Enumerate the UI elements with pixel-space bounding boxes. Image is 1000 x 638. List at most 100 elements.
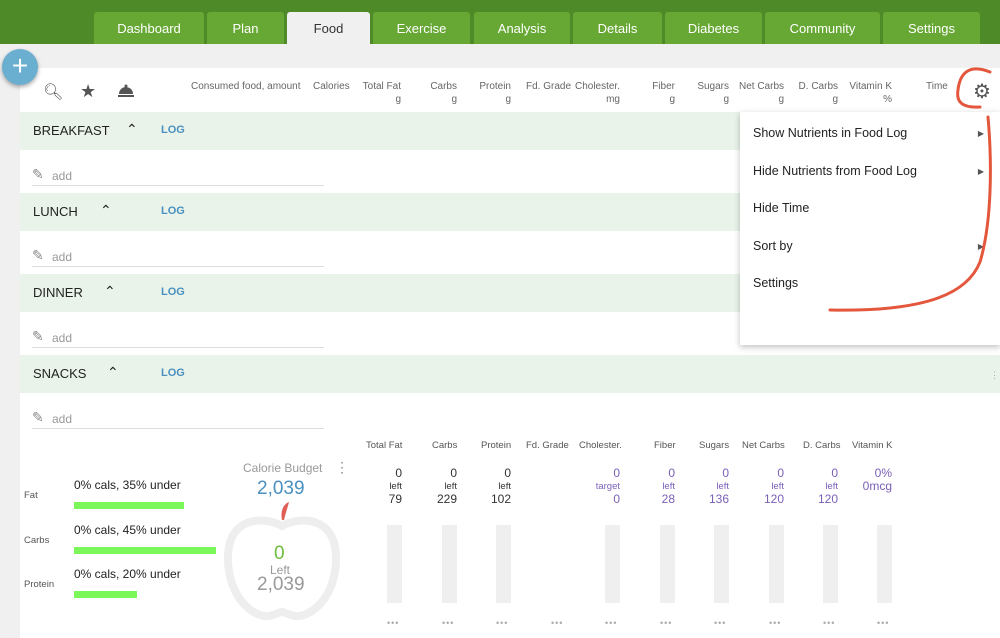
menu-item[interactable]: Hide Nutrients from Food Log (753, 163, 917, 178)
column-label: Sugars (697, 81, 729, 92)
column-header-fiber[interactable]: Fiber g (644, 80, 675, 106)
column-label: Net Carbs (738, 81, 784, 92)
column-label: Vitamin K (849, 81, 892, 92)
nutrient-progress-bar (769, 525, 784, 603)
column-header-time[interactable]: Time (926, 81, 948, 92)
search-icon[interactable]: 🔍︎ (43, 84, 64, 101)
more-options-icon[interactable]: ••• (877, 618, 890, 628)
summary-value: 0 left 120 (763, 466, 784, 506)
add-placeholder: add (52, 331, 73, 345)
log-link[interactable]: LOG (161, 367, 185, 379)
column-header-netcarbs[interactable]: Net Carbs g (732, 80, 784, 106)
tab-plan[interactable]: Plan (207, 12, 284, 44)
column-label: Total Fat (362, 81, 401, 92)
column-header-dcarbs[interactable]: D. Carbs g (793, 80, 838, 106)
budget-more-icon[interactable]: ⋮ (335, 459, 349, 475)
submenu-arrow-icon: ▶ (977, 241, 984, 251)
menu-item[interactable]: Settings (753, 276, 799, 290)
menu-item[interactable]: Sort by (753, 238, 793, 253)
add-food-input[interactable]: ✎ add (32, 407, 324, 429)
column-header-grade[interactable]: Fd. Grade (526, 81, 572, 92)
summary-value: 0 left 120 (817, 466, 838, 506)
log-link[interactable]: LOG (161, 205, 185, 217)
column-header-carbs[interactable]: Carbs g (422, 80, 457, 106)
summary-header: Protein (481, 440, 512, 451)
macro-bar (74, 502, 185, 509)
summary-value: 0 left 136 (708, 466, 729, 506)
more-options-icon[interactable]: ••• (823, 618, 836, 628)
star-icon[interactable]: ★ (80, 81, 97, 101)
nutrient-progress-bar (877, 525, 892, 603)
tab-diabetes[interactable]: Diabetes (665, 12, 762, 44)
more-options-icon[interactable]: ••• (769, 618, 782, 628)
add-food-input[interactable]: ✎ add (32, 245, 324, 267)
menu-item[interactable]: Hide Time (753, 201, 810, 215)
summary-value: 0 left 28 (661, 466, 675, 506)
meal-name: SNACKS (33, 366, 87, 381)
column-label: D. Carbs (798, 81, 838, 92)
summary-value: 0 left 79 (388, 466, 402, 506)
column-unit: g (505, 94, 511, 105)
log-link[interactable]: LOG (161, 124, 185, 136)
meal-section-snacks: SNACKS ⌃ LOG (20, 355, 1000, 393)
add-food-input[interactable]: ✎ add (32, 164, 324, 186)
macro-status: 0% cals, 20% under (74, 567, 181, 581)
column-header-calories[interactable]: Calories (313, 81, 350, 92)
add-placeholder: add (52, 169, 73, 183)
column-label: Carbs (430, 81, 457, 92)
column-header-sugars[interactable]: Sugars g (689, 80, 729, 106)
summary-header: Sugars (699, 440, 730, 451)
gear-icon[interactable]: ⚙ (973, 81, 991, 103)
summary-value: 0 target 0 (595, 466, 620, 506)
column-header-food[interactable]: Consumed food, amount (191, 81, 301, 92)
tab-food[interactable]: Food (287, 12, 370, 44)
more-vert-icon[interactable]: ⋮ (990, 370, 999, 380)
chevron-up-icon[interactable]: ⌃ (100, 202, 112, 218)
column-header-vitk[interactable]: Vitamin K% (842, 80, 892, 106)
nutrient-progress-bar (387, 525, 402, 603)
summary-value: 0 left 229 (436, 466, 457, 506)
macro-bar (74, 546, 216, 554)
more-options-icon[interactable]: ••• (660, 618, 673, 628)
tab-settings[interactable]: Settings (883, 12, 980, 44)
summary-header: Fiber (654, 440, 676, 451)
apple-icon (224, 502, 340, 621)
meal-name: BREAKFAST (33, 123, 110, 138)
add-food-input[interactable]: ✎ add (32, 326, 324, 348)
tab-exercise[interactable]: Exercise (373, 12, 470, 44)
column-unit: mg (606, 94, 620, 105)
chevron-up-icon[interactable]: ⌃ (126, 121, 138, 137)
meal-cloche-icon[interactable] (118, 84, 134, 98)
tab-dashboard[interactable]: Dashboard (94, 12, 204, 44)
summary-header: Vitamin K (852, 440, 893, 451)
more-options-icon[interactable]: ••• (496, 618, 509, 628)
chevron-up-icon[interactable]: ⌃ (107, 364, 119, 380)
column-header-chol[interactable]: Cholester. mg (569, 80, 620, 106)
column-unit: g (395, 94, 401, 105)
more-options-icon[interactable]: ••• (442, 618, 455, 628)
summary-value: 0% 0mcg (862, 466, 892, 493)
macro-status: 0% cals, 45% under (74, 522, 181, 537)
menu-item[interactable]: Show Nutrients in Food Log (753, 126, 908, 140)
nutrient-progress-bar (442, 525, 457, 603)
column-unit: g (832, 94, 838, 105)
chevron-up-icon[interactable]: ⌃ (104, 283, 116, 299)
column-header-fat[interactable]: Total Fat g (356, 80, 401, 106)
pencil-icon: ✎ (32, 247, 44, 263)
column-unit: g (778, 94, 784, 105)
calories-left: 2,039 (257, 574, 305, 595)
column-unit: % (883, 94, 892, 105)
more-options-icon[interactable]: ••• (714, 618, 727, 628)
column-header-protein[interactable]: Protein g (471, 80, 511, 106)
tab-analysis[interactable]: Analysis (474, 12, 570, 44)
tab-community[interactable]: Community (765, 12, 880, 44)
column-label: Cholester. (574, 81, 620, 92)
left-label: Left (270, 563, 291, 577)
more-options-icon[interactable]: ••• (551, 618, 564, 628)
more-options-icon[interactable]: ••• (605, 618, 618, 628)
add-button[interactable]: + (2, 49, 38, 85)
more-options-icon[interactable]: ••• (387, 618, 400, 628)
tab-details[interactable]: Details (573, 12, 662, 44)
log-link[interactable]: LOG (161, 286, 185, 298)
meal-name: LUNCH (33, 204, 78, 219)
